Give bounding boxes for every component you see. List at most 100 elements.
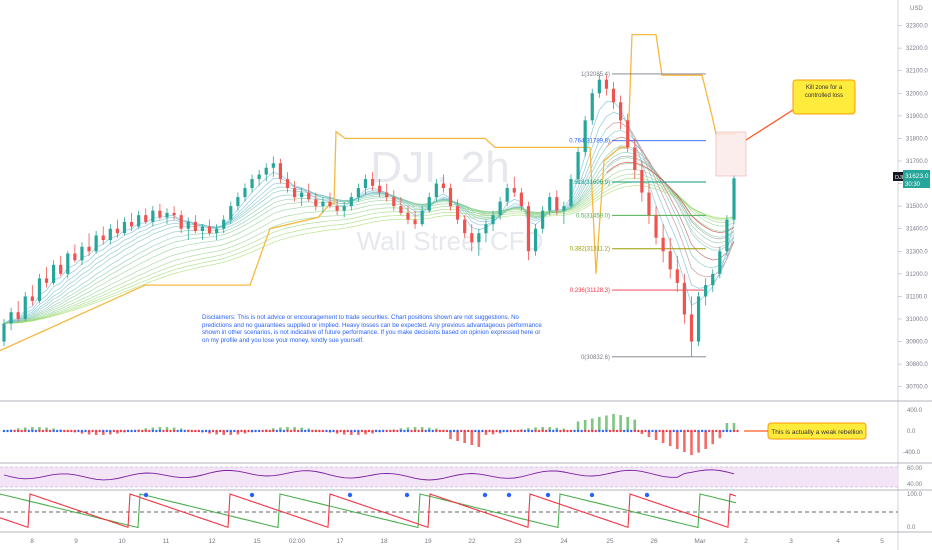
candle-body[interactable] xyxy=(363,179,368,189)
candle-body[interactable] xyxy=(73,253,77,261)
candle-body[interactable] xyxy=(257,174,261,180)
candle-body[interactable] xyxy=(349,197,353,207)
candle-body[interactable] xyxy=(569,179,573,207)
candle-body[interactable] xyxy=(555,197,559,211)
candle-body[interactable] xyxy=(278,163,283,180)
candle-body[interactable] xyxy=(682,282,686,315)
histogram-indicator[interactable] xyxy=(2,414,739,455)
kill-zone-callout[interactable] xyxy=(792,79,856,115)
candle-body[interactable] xyxy=(342,206,346,211)
candle-body[interactable] xyxy=(725,219,729,252)
candle-body[interactable] xyxy=(732,178,736,220)
time-axis[interactable]: 8 9 10 11 12 15 02:00 17 18 19 22 23 24 25 26 Mar 2 3 4 5 xyxy=(30,538,884,545)
candle-body[interactable] xyxy=(200,226,205,231)
candle-body[interactable] xyxy=(321,201,325,207)
candle-body[interactable] xyxy=(158,210,162,218)
candle-body[interactable] xyxy=(30,296,34,301)
candle-body[interactable] xyxy=(576,151,580,180)
candle-body[interactable] xyxy=(115,228,119,234)
candle-body[interactable] xyxy=(633,147,637,171)
candle-body[interactable] xyxy=(378,185,382,193)
candle-body[interactable] xyxy=(718,251,722,274)
candle-body[interactable] xyxy=(448,188,453,207)
candle-body[interactable] xyxy=(420,210,424,225)
candle-body[interactable] xyxy=(406,212,410,220)
candle-body[interactable] xyxy=(512,188,516,193)
candle-body[interactable] xyxy=(66,253,70,274)
candle-body[interactable] xyxy=(300,192,304,198)
candle-body[interactable] xyxy=(250,179,254,189)
candle-body[interactable] xyxy=(484,224,488,234)
price-axis[interactable]: 30700.0 30800.0 30900.0 31000.0 31100.0 31200… xyxy=(898,24,928,391)
candle-body[interactable] xyxy=(533,228,538,252)
candle-body[interactable] xyxy=(37,278,42,301)
candle-body[interactable] xyxy=(463,219,467,234)
candle-body[interactable] xyxy=(9,312,13,324)
candle-body[interactable] xyxy=(87,246,91,252)
candle-body[interactable] xyxy=(689,314,694,342)
candle-body[interactable] xyxy=(59,264,63,274)
candle-body[interactable] xyxy=(222,219,226,229)
candle-body[interactable] xyxy=(356,188,360,198)
candle-body[interactable] xyxy=(2,323,6,342)
candle-body[interactable] xyxy=(696,296,701,342)
candle-body[interactable] xyxy=(611,88,616,103)
candle-body[interactable] xyxy=(122,221,127,234)
candle-body[interactable] xyxy=(441,183,446,189)
candle-body[interactable] xyxy=(23,296,27,319)
candle-body[interactable] xyxy=(243,188,247,198)
candle-body[interactable] xyxy=(137,215,141,227)
candle-body[interactable] xyxy=(236,197,240,207)
candle-body[interactable] xyxy=(654,215,658,238)
fibonacci-retracement[interactable]: 1(32085.4) 0.764(31789.8) 0.618(31606.9) 0.… xyxy=(569,72,706,361)
candle-body[interactable] xyxy=(647,192,651,216)
candle-body[interactable] xyxy=(186,221,190,229)
candle-body[interactable] xyxy=(307,192,311,200)
candle-body[interactable] xyxy=(541,210,545,229)
candle-body[interactable] xyxy=(626,120,630,148)
candle-body[interactable] xyxy=(413,219,417,225)
candle-body[interactable] xyxy=(392,197,396,207)
candle-body[interactable] xyxy=(370,179,375,186)
candle-body[interactable] xyxy=(434,183,438,198)
candle-body[interactable] xyxy=(675,269,679,283)
candle-body[interactable] xyxy=(285,179,290,189)
candle-body[interactable] xyxy=(193,221,197,231)
candle-body[interactable] xyxy=(16,312,20,319)
candle-body[interactable] xyxy=(455,206,460,220)
candle-body[interactable] xyxy=(179,215,183,229)
candle-body[interactable] xyxy=(292,188,297,198)
candle-body[interactable] xyxy=(314,199,318,207)
candle-body[interactable] xyxy=(711,273,715,286)
candle-body[interactable] xyxy=(583,120,587,152)
candle-body[interactable] xyxy=(264,167,268,175)
rsi-indicator[interactable] xyxy=(3,469,735,481)
candle-body[interactable] xyxy=(619,102,623,121)
sawtooth-indicator[interactable] xyxy=(0,492,737,529)
candle-body[interactable] xyxy=(172,212,176,216)
candle-body[interactable] xyxy=(427,197,431,211)
candle-body[interactable] xyxy=(215,228,219,234)
candle-body[interactable] xyxy=(335,206,339,211)
candle-body[interactable] xyxy=(80,246,84,261)
candle-body[interactable] xyxy=(328,201,332,207)
kill-zone-box[interactable] xyxy=(715,131,747,177)
candle-body[interactable] xyxy=(668,251,672,270)
candle-body[interactable] xyxy=(548,197,552,211)
candle-body[interactable] xyxy=(562,206,566,211)
candle-body[interactable] xyxy=(491,215,495,225)
candle-body[interactable] xyxy=(94,235,98,252)
candle-body[interactable] xyxy=(229,206,233,220)
candle-body[interactable] xyxy=(108,228,112,240)
candle-body[interactable] xyxy=(207,226,212,234)
candle-body[interactable] xyxy=(165,212,169,218)
candle-body[interactable] xyxy=(704,285,708,297)
candle-body[interactable] xyxy=(151,210,155,222)
candlestick-series[interactable] xyxy=(2,74,736,357)
candle-body[interactable] xyxy=(519,192,523,207)
candle-body[interactable] xyxy=(477,233,481,243)
candle-body[interactable] xyxy=(590,93,594,121)
candle-body[interactable] xyxy=(604,79,609,89)
candle-body[interactable] xyxy=(505,188,509,202)
candle-body[interactable] xyxy=(44,278,49,283)
